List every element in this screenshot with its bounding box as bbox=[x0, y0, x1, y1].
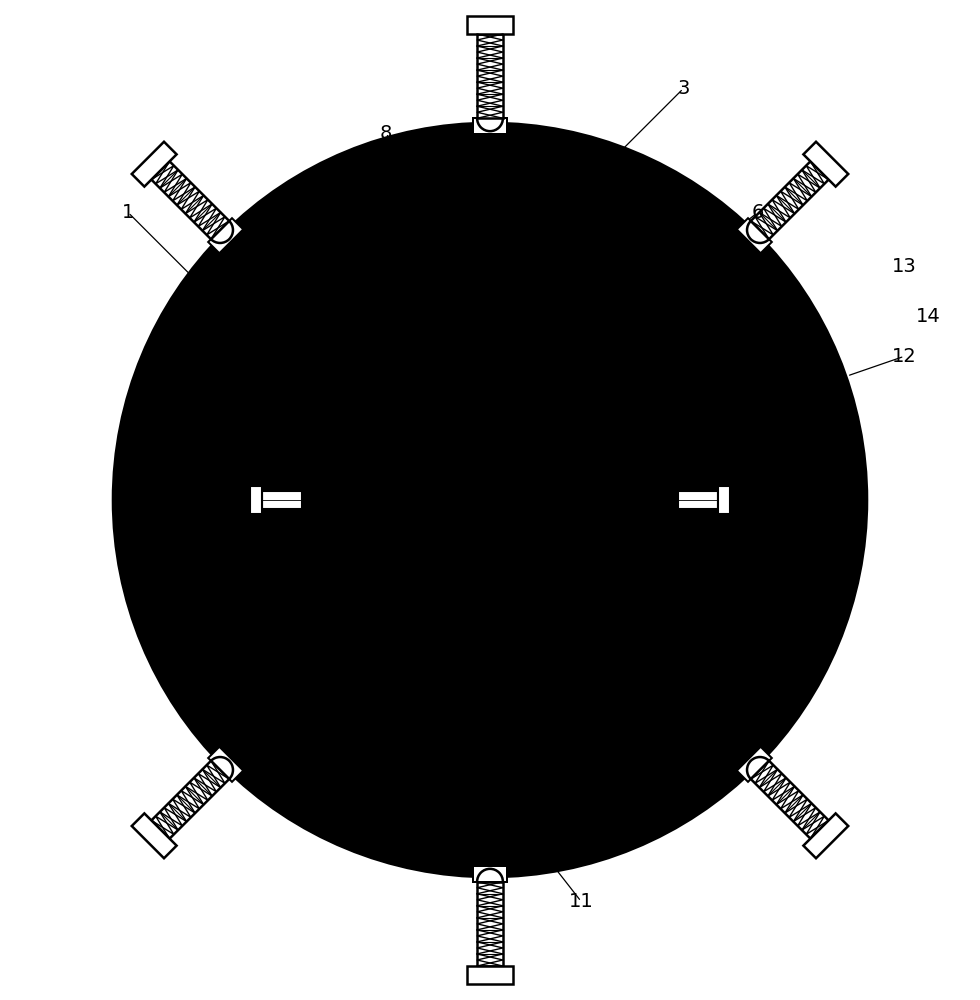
Circle shape bbox=[367, 293, 386, 312]
Polygon shape bbox=[477, 34, 503, 118]
Circle shape bbox=[328, 338, 652, 662]
Polygon shape bbox=[751, 161, 829, 239]
Polygon shape bbox=[477, 882, 503, 966]
Polygon shape bbox=[151, 761, 229, 839]
Polygon shape bbox=[804, 142, 849, 187]
Text: 12: 12 bbox=[892, 347, 917, 366]
Polygon shape bbox=[131, 813, 176, 858]
Polygon shape bbox=[751, 761, 829, 839]
Polygon shape bbox=[467, 16, 513, 34]
Text: 13: 13 bbox=[892, 257, 916, 276]
Polygon shape bbox=[737, 747, 772, 782]
Polygon shape bbox=[250, 486, 262, 514]
Polygon shape bbox=[467, 966, 513, 984]
Circle shape bbox=[282, 604, 303, 624]
Text: 8: 8 bbox=[379, 124, 392, 143]
Polygon shape bbox=[131, 142, 176, 187]
Circle shape bbox=[114, 123, 866, 877]
Circle shape bbox=[677, 376, 698, 396]
Polygon shape bbox=[208, 747, 243, 782]
Circle shape bbox=[677, 604, 698, 624]
Circle shape bbox=[227, 237, 753, 763]
Text: 11: 11 bbox=[568, 892, 594, 911]
Polygon shape bbox=[473, 118, 507, 134]
Polygon shape bbox=[678, 491, 718, 509]
Circle shape bbox=[480, 262, 500, 282]
Polygon shape bbox=[804, 813, 849, 858]
Text: 3: 3 bbox=[677, 79, 690, 98]
Polygon shape bbox=[718, 486, 730, 514]
Circle shape bbox=[594, 688, 613, 707]
Text: 1: 1 bbox=[122, 203, 134, 222]
Polygon shape bbox=[737, 218, 772, 253]
Polygon shape bbox=[151, 161, 229, 239]
Text: 14: 14 bbox=[916, 307, 941, 326]
Text: 9: 9 bbox=[821, 538, 833, 557]
Circle shape bbox=[480, 718, 500, 738]
Polygon shape bbox=[473, 866, 507, 882]
Polygon shape bbox=[262, 491, 302, 509]
Circle shape bbox=[282, 376, 303, 396]
Text: 6: 6 bbox=[752, 203, 763, 222]
Circle shape bbox=[594, 293, 613, 312]
Polygon shape bbox=[208, 218, 243, 253]
Circle shape bbox=[356, 366, 624, 634]
Circle shape bbox=[367, 688, 386, 707]
Circle shape bbox=[302, 312, 678, 688]
